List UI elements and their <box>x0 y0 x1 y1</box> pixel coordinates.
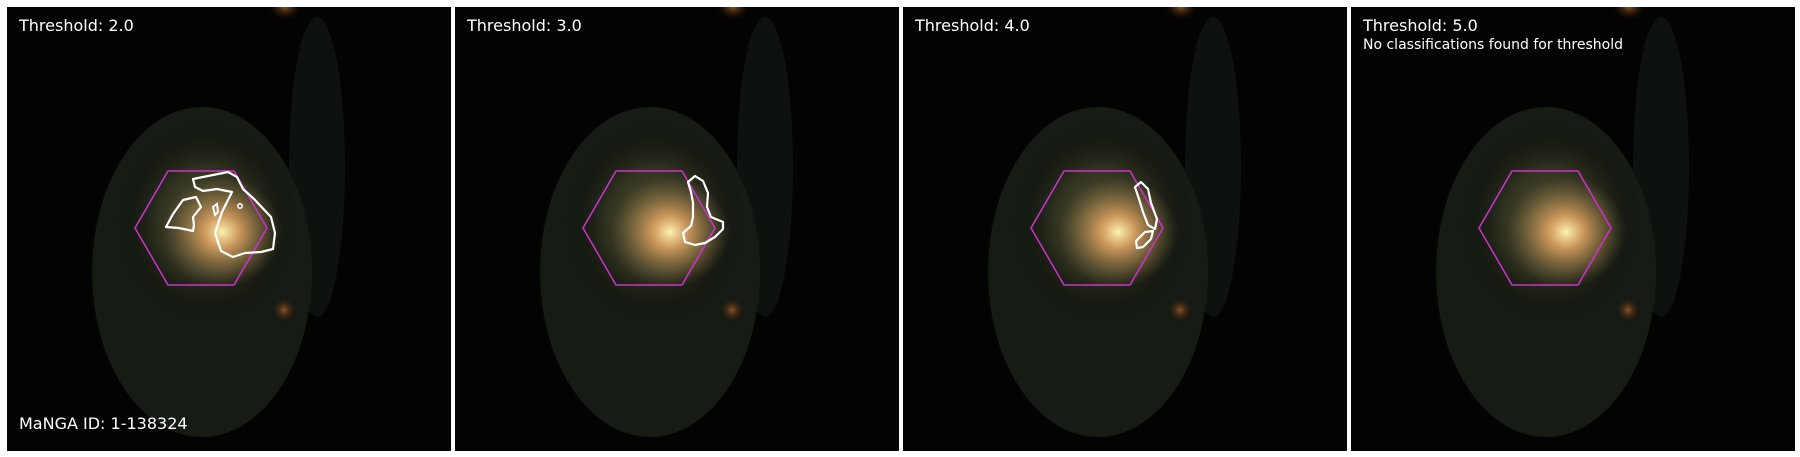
foreground-star <box>1611 7 1647 21</box>
ifu-hexagon <box>134 170 268 286</box>
panel-title: Threshold: 5.0 <box>1363 16 1478 35</box>
galaxy-image-3 <box>903 7 1347 451</box>
galaxy-panel-threshold-4: Threshold: 4.0 <box>903 7 1347 451</box>
foreground-star <box>270 296 298 324</box>
panel-title: Threshold: 3.0 <box>467 16 582 35</box>
panel-title: Threshold: 4.0 <box>915 16 1030 35</box>
galaxy-panel-threshold-2: Threshold: 2.0 MaNGA ID: 1-138324 <box>7 7 451 451</box>
foreground-star <box>718 296 746 324</box>
galaxy-image-1 <box>7 7 451 451</box>
galaxy-core <box>1506 177 1626 287</box>
classification-contour <box>1133 180 1159 231</box>
spiral-arm <box>1633 17 1689 317</box>
galaxy-panel-threshold-5: Threshold: 5.0 No classifications found … <box>1351 7 1795 451</box>
ifu-hexagon <box>582 170 716 286</box>
ifu-hexagon <box>1478 170 1612 286</box>
classification-contour <box>191 170 277 259</box>
galaxy-core <box>162 177 282 287</box>
foreground-star <box>1163 7 1199 21</box>
spiral-arm <box>737 17 793 317</box>
galaxy-image-2 <box>455 7 899 451</box>
panel-title: Threshold: 2.0 <box>19 16 134 35</box>
classification-contour <box>164 195 203 233</box>
classification-contour <box>211 202 220 217</box>
manga-id-label: MaNGA ID: 1-138324 <box>19 414 188 433</box>
galaxy-core <box>1058 177 1178 287</box>
foreground-star <box>1166 296 1194 324</box>
spiral-arm <box>1185 17 1241 317</box>
foreground-star <box>267 7 303 21</box>
classification-contour <box>681 174 725 247</box>
foreground-star <box>1614 296 1642 324</box>
spiral-arm <box>289 17 345 317</box>
ifu-hexagon <box>1030 170 1164 286</box>
foreground-star <box>715 7 751 21</box>
classification-contour <box>1134 229 1155 250</box>
no-classifications-note: No classifications found for threshold <box>1363 37 1623 53</box>
classification-contour <box>237 203 243 209</box>
galaxy-panel-threshold-3: Threshold: 3.0 <box>455 7 899 451</box>
galaxy-core <box>610 177 730 287</box>
galaxy-image-4 <box>1351 7 1795 451</box>
